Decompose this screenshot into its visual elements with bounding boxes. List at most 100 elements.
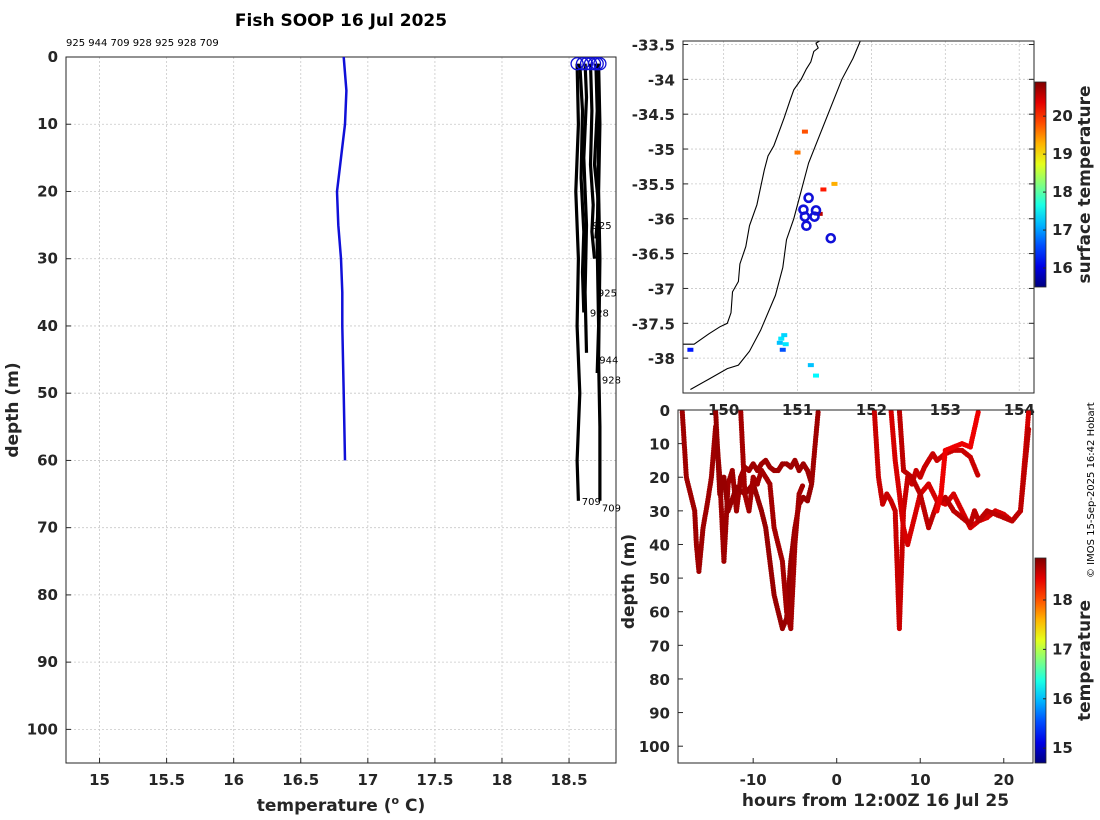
map-y-tick-label: -34.5 bbox=[632, 106, 675, 124]
x-tick-label: 17 bbox=[357, 771, 378, 789]
map-y-tick-label: -34 bbox=[648, 71, 675, 89]
y-tick-label: 40 bbox=[37, 317, 58, 335]
ts-sample bbox=[815, 410, 821, 415]
x-tick-label: 18.5 bbox=[551, 771, 588, 789]
sst-sample bbox=[781, 333, 788, 338]
y-tick-label: 80 bbox=[37, 586, 58, 604]
map-y-tick-label: -36.5 bbox=[632, 246, 675, 264]
x-tick-label: 16 bbox=[223, 771, 244, 789]
sst-sample bbox=[779, 347, 786, 352]
colorbar-label: surface temperature bbox=[1075, 85, 1095, 283]
y-axis-label: depth (m) bbox=[3, 362, 23, 457]
profile-line-black bbox=[578, 63, 586, 313]
ts-y-tick-label: 40 bbox=[649, 536, 670, 554]
surface-marker bbox=[593, 57, 607, 71]
sst-sample bbox=[782, 342, 789, 347]
x-tick-label: 16.5 bbox=[282, 771, 319, 789]
ts-sample bbox=[799, 483, 806, 489]
colorbar-tick-label: 19 bbox=[1052, 145, 1073, 163]
map-panel: 150 151 152 153 154-33.5-34-34.5-35-35.5-36-… bbox=[632, 36, 1095, 419]
profile-annotation: 709 bbox=[602, 503, 621, 514]
y-tick-label: 0 bbox=[48, 48, 58, 66]
ts-x-tick-label: -10 bbox=[740, 771, 767, 789]
ts-y-tick-label: 30 bbox=[649, 503, 670, 521]
station-marker bbox=[801, 220, 812, 232]
profile-line-blue bbox=[335, 56, 348, 461]
surface-marker bbox=[579, 57, 594, 71]
ts-track bbox=[934, 410, 981, 514]
colorbar-tick-label: 16 bbox=[1052, 259, 1073, 277]
ts-y-tick-label: 20 bbox=[649, 469, 670, 487]
x-tick-label: 17.5 bbox=[416, 771, 453, 789]
map-y-tick-label: -35 bbox=[648, 141, 675, 159]
sst-sample bbox=[778, 336, 785, 341]
ts-y-tick-label: 90 bbox=[649, 705, 670, 723]
profile-annotation: 944 bbox=[599, 356, 618, 367]
profile-line-black bbox=[596, 63, 602, 501]
y-tick-label: 50 bbox=[37, 384, 58, 402]
station-marker bbox=[799, 211, 811, 222]
sst-sample bbox=[776, 340, 783, 345]
map-y-tick-label: -38 bbox=[648, 350, 675, 368]
ts-sample bbox=[975, 472, 981, 478]
x-tick-label: 15 bbox=[89, 771, 110, 789]
map-y-tick-label: -37 bbox=[648, 280, 675, 298]
timeseries-panel: -10 0 10 20 0 10 20 30 40 50 60 70 80 90 100 hours from… bbox=[619, 402, 1095, 811]
temperature-colorbar bbox=[1034, 557, 1047, 764]
ts-frame bbox=[677, 409, 1034, 764]
colorbar-label: temperature bbox=[1075, 600, 1095, 721]
ts-x-tick-label: 0 bbox=[831, 771, 841, 789]
ts-sample bbox=[975, 410, 981, 415]
colorbar-tick-label: 20 bbox=[1052, 107, 1073, 125]
x-tick-label: 18 bbox=[492, 771, 513, 789]
map-y-tick-label: -37.5 bbox=[632, 315, 675, 333]
shelf-contour bbox=[690, 41, 861, 390]
x-axis-label-main: temperature ( bbox=[257, 796, 392, 816]
sst-sample bbox=[813, 373, 820, 378]
profile-panel: 15 15.5 16 16.5 17 17.5 18 18.5 0 10 20 30 40 50 60 70 8… bbox=[3, 48, 621, 816]
y-tick-label: 60 bbox=[37, 451, 58, 469]
profile-annotation: 925 bbox=[598, 288, 617, 299]
colorbar-tick-label: 15 bbox=[1052, 739, 1073, 757]
colorbar-tick-label: 17 bbox=[1052, 221, 1073, 239]
ts-sample bbox=[808, 483, 814, 489]
x-tick-label: 15.5 bbox=[148, 771, 185, 789]
map-frame bbox=[682, 40, 1035, 394]
profile-frame bbox=[65, 56, 617, 764]
ts-track bbox=[738, 410, 806, 632]
sst-sample bbox=[687, 347, 694, 352]
y-tick-label: 90 bbox=[37, 653, 58, 671]
station-marker bbox=[803, 192, 814, 204]
ts-y-tick-label: 70 bbox=[649, 637, 670, 655]
profile-annotation: 709 bbox=[582, 497, 601, 508]
profile-annotation: 928 bbox=[590, 309, 609, 320]
x-axis-label: temperature (o C) bbox=[257, 794, 426, 816]
colorbar-tick-label: 16 bbox=[1052, 690, 1073, 708]
sst-sample bbox=[831, 181, 838, 186]
ts-sample bbox=[1026, 410, 1032, 416]
y-tick-label: 10 bbox=[37, 115, 58, 133]
sst-sample bbox=[820, 187, 827, 192]
surface-temp-colorbar bbox=[1034, 81, 1047, 288]
sst-sample bbox=[807, 363, 814, 368]
y-tick-label: 20 bbox=[37, 182, 58, 200]
profile-line-black bbox=[582, 63, 589, 353]
ts-y-tick-label: 0 bbox=[660, 402, 670, 420]
ts-y-tick-label: 100 bbox=[639, 738, 670, 756]
profile-id-list: 925 944 709 928 925 928 709 bbox=[66, 38, 219, 49]
ts-x-tick-label: 10 bbox=[910, 771, 931, 789]
coastline bbox=[683, 41, 820, 345]
map-y-tick-label: -33.5 bbox=[632, 36, 675, 54]
colorbar-tick-label: 18 bbox=[1052, 591, 1073, 609]
ts-y-tick-label: 10 bbox=[649, 436, 670, 454]
ts-content bbox=[679, 410, 1032, 632]
profile-line-black bbox=[588, 63, 597, 259]
ts-x-axis-label: hours from 12:00Z 16 Jul 25 bbox=[742, 791, 1009, 811]
surface-marker bbox=[583, 57, 598, 71]
profile-annotation: 928 bbox=[602, 376, 621, 387]
profile-annotation: 925 bbox=[593, 221, 612, 232]
x-axis-label-superscript: o bbox=[392, 794, 400, 807]
ts-sample bbox=[1026, 426, 1032, 432]
y-tick-label: 100 bbox=[27, 720, 58, 738]
